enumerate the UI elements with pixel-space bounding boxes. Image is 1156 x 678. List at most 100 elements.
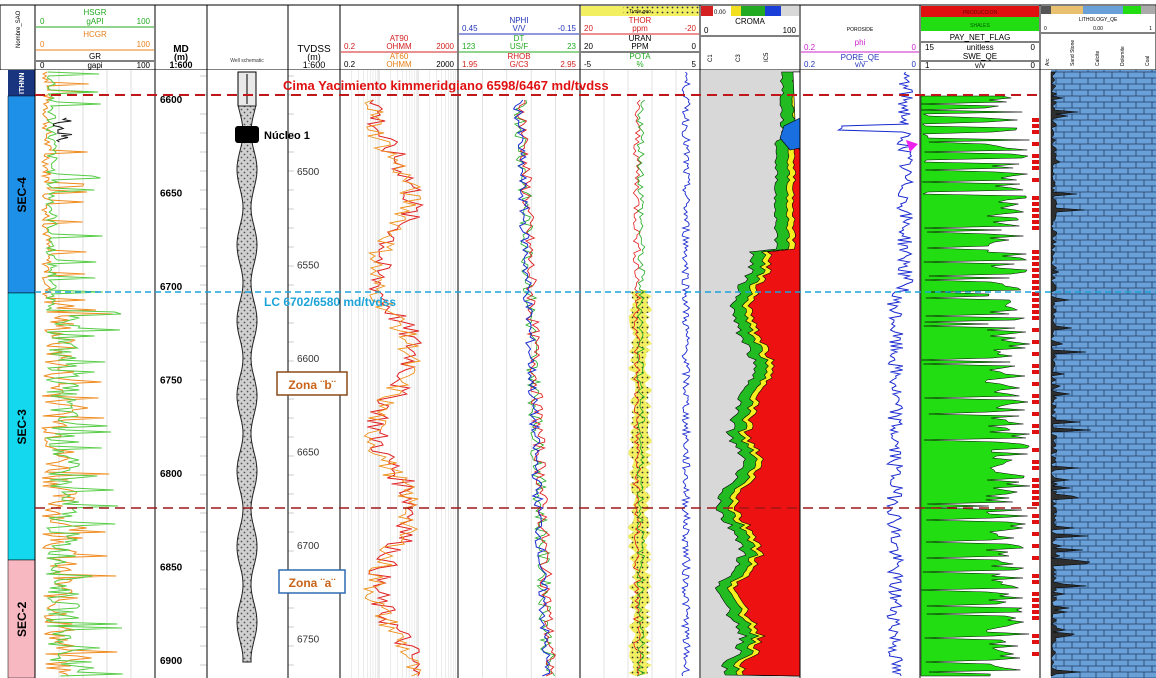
pore-name: PORE_QE (841, 53, 880, 62)
gr-track (40, 70, 132, 678)
pay-header: PRODUCCION SHALES PAY_NET_FLAG 15 unitle… (921, 6, 1039, 70)
pay-top1: PRODUCCION (963, 10, 998, 16)
hcgr-min: 0 (40, 40, 45, 49)
litho-col-sand: Sand Stone (1070, 40, 1076, 66)
pota-max: 5 (692, 60, 697, 69)
zona-a-label: Zona ¨a¨ (289, 576, 336, 590)
phi-max: 0 (912, 43, 917, 52)
zone-header: Nombre_SAO (16, 10, 22, 48)
at90-name: AT90 (390, 34, 409, 43)
litho-col-dolomite: Dolomite (1120, 46, 1126, 66)
croma-top-min: 0.00 (714, 10, 726, 16)
croma-min: 0 (704, 26, 709, 35)
hcgr-name: HCGR (83, 30, 107, 39)
at60-name: AT60 (390, 52, 409, 61)
hcgr-max: 100 (137, 40, 151, 49)
pore-max: 0 (912, 60, 917, 69)
thor-min: 20 (584, 24, 593, 33)
md-header: MD (m) 1:600 (169, 44, 192, 70)
tvdss-tick-label: 6650 (297, 448, 320, 459)
spectral-track (603, 70, 692, 678)
tvdss-tick-label: 6550 (297, 261, 320, 272)
thor-unit: ppm (632, 24, 648, 33)
log-body: ITHNN SEC-4 SEC-3 SEC-2 6600 6650 6700 6750 68… (0, 70, 1156, 678)
litho-track (1041, 70, 1156, 678)
nphi-min: 0.45 (462, 24, 478, 33)
core-marker (235, 126, 259, 143)
dt-min: 123 (462, 42, 476, 51)
pay-flag-min: 15 (925, 43, 934, 52)
swe-unit: v/v (975, 61, 985, 70)
croma-header: 0.00 CROMA 0 100 C1 C3 IC5 (701, 6, 799, 62)
swe-name: SWE_QE (963, 52, 997, 61)
pota-name: POTA (629, 52, 651, 61)
at60-min: 0.2 (344, 60, 356, 69)
dt-max: 23 (567, 42, 576, 51)
phi-top-label: POROSIDE (847, 27, 874, 33)
nphi-unit: V/V (513, 24, 527, 33)
thor-name: THOR (629, 16, 652, 25)
tvdss-tick-label: 6600 (297, 354, 320, 365)
ithnn-label: ITHNN (19, 73, 26, 94)
pay-top2: SHALES (970, 23, 990, 29)
zona-b-box: Zona ¨b¨ (276, 371, 348, 396)
hsgr-name: HSGR (83, 8, 106, 17)
rhob-max: 2.95 (560, 60, 576, 69)
zone-label: SEC-4 (15, 177, 29, 213)
md-title: MD (173, 44, 189, 55)
pota-unit: % (636, 60, 643, 69)
tvdss-scale: 1:600 (303, 60, 326, 70)
top-reservoir-label: Cima Yacimiento kimmeridgiano 6598/6467 … (283, 78, 609, 93)
nphi-max: -0.15 (558, 24, 577, 33)
zona-a-box: Zona ¨a¨ (278, 569, 346, 594)
phi-header: POROSIDE phi 0.2 0 PORE_QE 0.2 v/v 0 (801, 27, 919, 69)
phi-track (836, 71, 918, 677)
swe-max: 0 (1031, 61, 1036, 70)
pay-flag-name: PAY_NET_FLAG (950, 33, 1011, 42)
md-tick-label: 6700 (160, 282, 183, 293)
at60-max: 2000 (436, 60, 454, 69)
phi-magenta-marker (906, 140, 918, 152)
croma-max: 100 (783, 26, 797, 35)
zone-label: SEC-3 (15, 409, 29, 445)
rhob-unit: G/C3 (510, 60, 529, 69)
at60-unit: OHMM (386, 60, 412, 69)
litho-col-coal: Coal (1145, 56, 1151, 66)
gr-unit: gapi (87, 61, 102, 70)
croma-col-c1: C1 (708, 54, 714, 62)
rhob-min: 1.95 (462, 60, 478, 69)
tvdss-tick-label: 6500 (297, 167, 320, 178)
uran-max: 0 (692, 42, 697, 51)
croma-col-c3: C3 (736, 54, 742, 62)
md-tick-label: 6600 (160, 95, 183, 106)
pore-min: 0.2 (804, 60, 816, 69)
at90-max: 2000 (436, 42, 454, 51)
porosity-header: NPHI 0.45 V/V -0.15 DT 123 US/F 23 RHOB … (459, 16, 579, 69)
spectral-top-label: Tvole.geo (629, 9, 651, 15)
tvdss-unit: (m) (307, 52, 321, 62)
croma-track (701, 70, 801, 678)
md-tick-label: 6850 (160, 563, 183, 574)
pay-flag-max: 0 (1031, 43, 1036, 52)
resistivity-track (339, 70, 456, 678)
litho-header: LITHOLOGY_QE 0 0.00 1 Arc Sand Stone Cal… (1041, 6, 1155, 66)
pore-unit: v/v (855, 60, 865, 69)
dt-unit: US/F (510, 42, 528, 51)
litho-col-calcite: Calcite (1095, 50, 1101, 66)
uran-min: 20 (584, 42, 593, 51)
gr-max: 100 (137, 61, 151, 70)
tvdss-title: TVDSS (297, 44, 331, 55)
gr-header: HSGR 0 gAPI 100 HCGR 0 100 GR 0 gapi 100 (36, 8, 154, 70)
tvdss-tick-label: 6700 (297, 541, 320, 552)
lc-label: LC 6702/6580 md/tvdss (264, 295, 396, 309)
thor-max: -20 (684, 24, 696, 33)
well-header: Well schematic (230, 58, 264, 64)
phi-min: 0.2 (804, 43, 816, 52)
gr-name: GR (89, 52, 101, 61)
gr-min: 0 (40, 61, 45, 70)
nphi-name: NPHI (509, 16, 528, 25)
porosity-track (482, 70, 556, 678)
uran-unit: PPM (631, 42, 649, 51)
md-tick-label: 6650 (160, 189, 183, 200)
